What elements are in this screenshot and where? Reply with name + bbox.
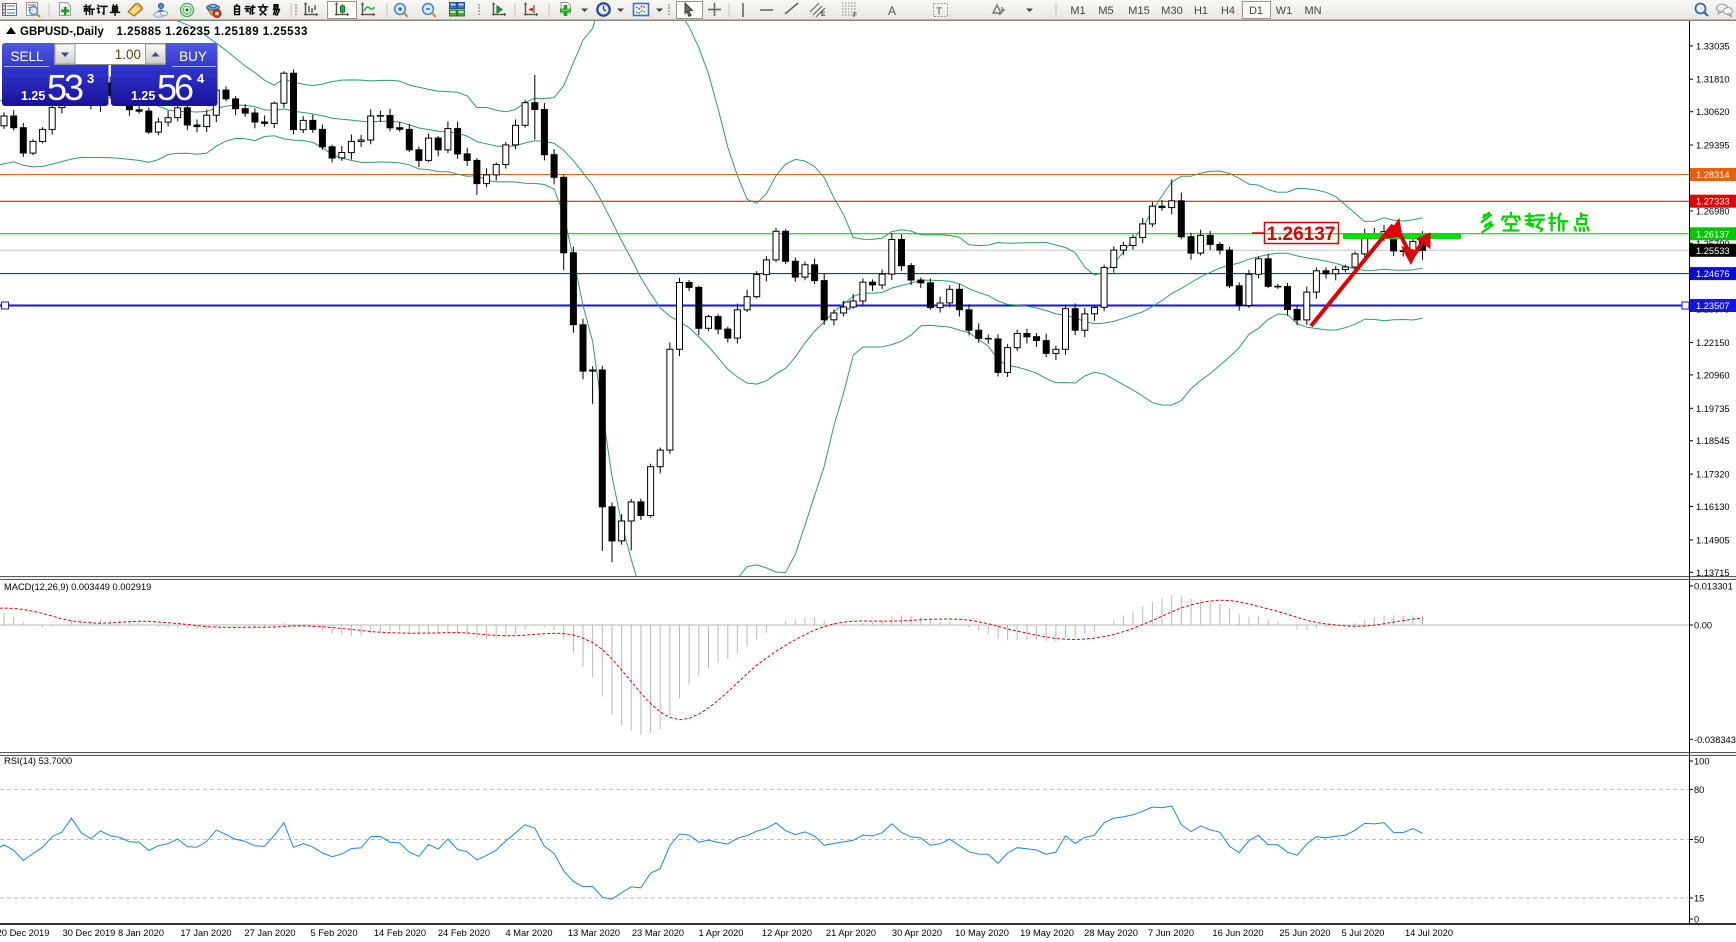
- svg-text:1.33035: 1.33035: [1696, 41, 1730, 51]
- svg-text:27 Jan 2020: 27 Jan 2020: [244, 928, 295, 938]
- svg-text:7 Jun 2020: 7 Jun 2020: [1148, 928, 1194, 938]
- svg-text:1.24676: 1.24676: [1696, 269, 1730, 279]
- svg-text:1.16130: 1.16130: [1696, 502, 1730, 512]
- svg-text:MACD(12,26,9) 0.003449 0.00291: MACD(12,26,9) 0.003449 0.002919: [4, 582, 151, 592]
- svg-text:30 Apr 2020: 30 Apr 2020: [892, 928, 942, 938]
- svg-text:17 Jan 2020: 17 Jan 2020: [180, 928, 231, 938]
- svg-text:4: 4: [197, 71, 205, 86]
- svg-text:1.26980: 1.26980: [1696, 206, 1730, 216]
- svg-text:0.00: 0.00: [1694, 621, 1712, 631]
- svg-text:1.28314: 1.28314: [1696, 170, 1730, 180]
- svg-text:-0.038343: -0.038343: [1694, 735, 1736, 745]
- svg-text:MN: MN: [1304, 5, 1321, 17]
- svg-text:E: E: [821, 11, 826, 18]
- svg-text:F: F: [853, 12, 857, 19]
- svg-text:5 Jul 2020: 5 Jul 2020: [1342, 928, 1385, 938]
- svg-text:M5: M5: [1098, 5, 1113, 17]
- svg-text:53: 53: [47, 67, 84, 108]
- svg-text:1.17320: 1.17320: [1696, 470, 1730, 480]
- svg-text:14 Jul 2020: 14 Jul 2020: [1405, 928, 1453, 938]
- svg-text:1.26137: 1.26137: [1267, 224, 1336, 245]
- svg-text:1 Apr 2020: 1 Apr 2020: [699, 928, 744, 938]
- svg-text:1.18545: 1.18545: [1696, 436, 1730, 446]
- svg-text:80: 80: [1694, 785, 1704, 795]
- svg-text:0: 0: [1694, 915, 1699, 925]
- svg-text:56: 56: [157, 67, 194, 108]
- svg-text:W1: W1: [1276, 5, 1293, 17]
- svg-text:21 Apr 2020: 21 Apr 2020: [826, 928, 876, 938]
- svg-text:1.19735: 1.19735: [1696, 404, 1730, 414]
- svg-text:1.13715: 1.13715: [1696, 568, 1730, 578]
- svg-text:M1: M1: [1070, 5, 1085, 17]
- svg-text:100: 100: [1694, 757, 1710, 767]
- svg-text:1.31810: 1.31810: [1696, 75, 1730, 85]
- svg-text:4 Mar 2020: 4 Mar 2020: [505, 928, 552, 938]
- svg-text:30 Dec 2019: 30 Dec 2019: [63, 928, 116, 938]
- svg-text:19 May 2020: 19 May 2020: [1020, 928, 1074, 938]
- svg-text:1.14905: 1.14905: [1696, 535, 1730, 545]
- svg-text:50: 50: [1694, 835, 1704, 845]
- svg-text:1.26137: 1.26137: [1696, 229, 1730, 239]
- svg-text:1.00: 1.00: [115, 47, 141, 62]
- svg-text:8 Jan 2020: 8 Jan 2020: [118, 928, 164, 938]
- svg-text:1.27333: 1.27333: [1696, 197, 1730, 207]
- svg-text:28 May 2020: 28 May 2020: [1084, 928, 1138, 938]
- svg-text:1.23507: 1.23507: [1696, 301, 1730, 311]
- svg-text:13 Mar 2020: 13 Mar 2020: [568, 928, 620, 938]
- svg-text:1.20960: 1.20960: [1696, 370, 1730, 380]
- svg-text:M30: M30: [1161, 5, 1182, 17]
- svg-text:GBPUSD-,Daily 1.25885 1.262: GBPUSD-,Daily 1.25885 1.26235 1.25189 1.…: [20, 26, 308, 38]
- svg-text:1.25: 1.25: [131, 89, 155, 103]
- svg-text:24 Feb 2020: 24 Feb 2020: [438, 928, 490, 938]
- svg-text:D1: D1: [1249, 5, 1263, 17]
- svg-text:1.30620: 1.30620: [1696, 107, 1730, 117]
- svg-text:16 Jun 2020: 16 Jun 2020: [1212, 928, 1263, 938]
- svg-text:A: A: [888, 4, 896, 18]
- svg-text:5 Feb 2020: 5 Feb 2020: [310, 928, 357, 938]
- svg-text:20 Dec 2019: 20 Dec 2019: [0, 928, 49, 938]
- svg-text:BUY: BUY: [179, 49, 207, 64]
- svg-text:SELL: SELL: [10, 49, 44, 64]
- svg-text:RSI(14) 53.7000: RSI(14) 53.7000: [4, 756, 72, 766]
- svg-text:14 Feb 2020: 14 Feb 2020: [374, 928, 426, 938]
- svg-text:25 Jun 2020: 25 Jun 2020: [1279, 928, 1330, 938]
- svg-text:1.22150: 1.22150: [1696, 338, 1730, 348]
- svg-text:1.25533: 1.25533: [1696, 246, 1730, 256]
- svg-text:H4: H4: [1221, 5, 1235, 17]
- svg-text:10 May 2020: 10 May 2020: [955, 928, 1009, 938]
- svg-text:15: 15: [1694, 894, 1704, 904]
- svg-text:T: T: [936, 7, 942, 18]
- svg-text:1.29395: 1.29395: [1696, 141, 1730, 151]
- svg-text:0.013301: 0.013301: [1694, 582, 1733, 592]
- svg-text:3: 3: [87, 71, 94, 86]
- svg-text:12 Apr 2020: 12 Apr 2020: [762, 928, 812, 938]
- svg-text:23 Mar 2020: 23 Mar 2020: [632, 928, 684, 938]
- svg-text:H1: H1: [1194, 5, 1208, 17]
- svg-text:1.25: 1.25: [21, 89, 45, 103]
- svg-text:M15: M15: [1128, 5, 1149, 17]
